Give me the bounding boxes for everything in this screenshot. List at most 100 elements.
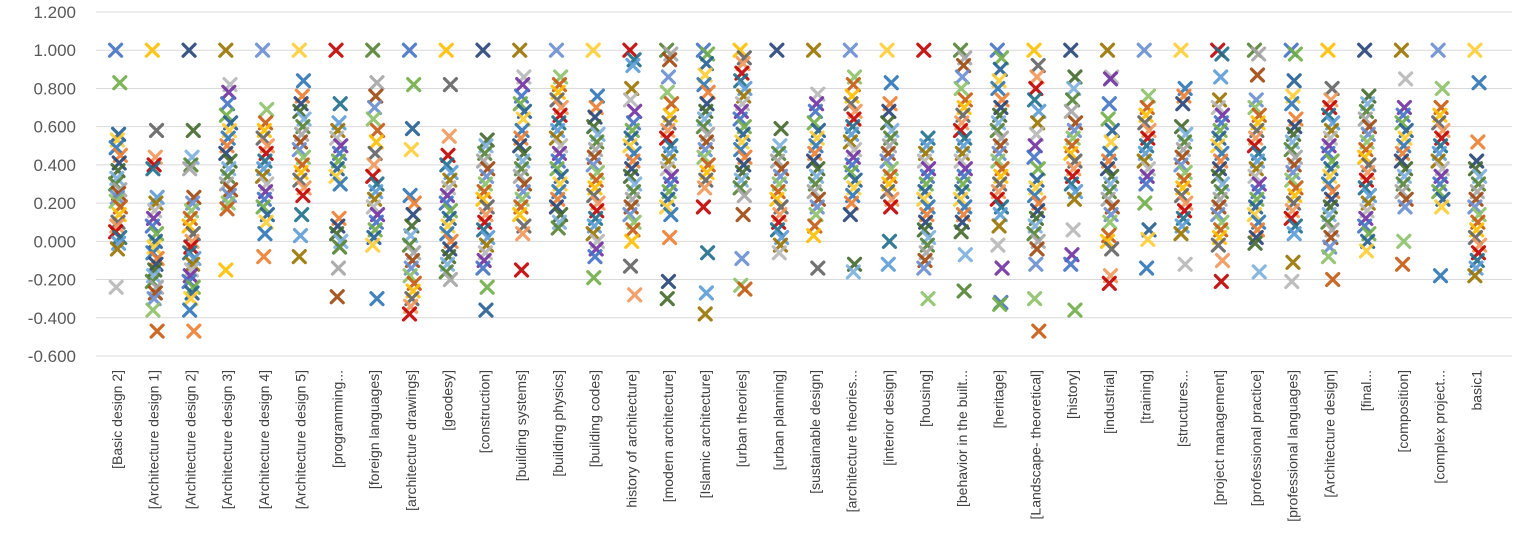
data-point-x-marker bbox=[1103, 134, 1119, 150]
data-point-x-marker bbox=[1028, 80, 1044, 97]
data-point-x-marker bbox=[512, 138, 528, 154]
data-point-x-marker bbox=[699, 245, 716, 261]
data-point-x-marker bbox=[953, 80, 969, 97]
x-tick-label: [architecture drawings] bbox=[403, 370, 419, 511]
data-point-x-marker bbox=[366, 157, 382, 173]
data-point-x-marker bbox=[369, 122, 386, 139]
data-point-x-marker bbox=[365, 42, 381, 58]
data-point-x-marker bbox=[700, 84, 716, 100]
data-point-x-marker bbox=[771, 245, 787, 261]
data-point-x-marker bbox=[1320, 145, 1336, 162]
data-point-x-marker bbox=[439, 226, 455, 242]
data-point-x-marker bbox=[365, 111, 381, 127]
data-point-x-marker bbox=[586, 187, 602, 204]
data-point-x-marker bbox=[622, 258, 639, 274]
data-point-x-marker bbox=[479, 279, 495, 295]
data-point-x-marker bbox=[401, 306, 418, 322]
data-point-x-marker bbox=[402, 187, 418, 204]
data-point-x-marker bbox=[1430, 153, 1446, 169]
data-point-x-marker bbox=[144, 42, 160, 58]
data-point-x-marker bbox=[1320, 176, 1337, 192]
data-point-x-marker bbox=[1283, 142, 1299, 158]
data-point-x-marker bbox=[1063, 176, 1079, 192]
data-point-x-marker bbox=[1210, 168, 1226, 184]
data-point-x-marker bbox=[406, 77, 422, 93]
data-point-x-marker bbox=[254, 168, 271, 184]
data-point-x-marker bbox=[1431, 184, 1447, 200]
data-point-x-marker bbox=[1027, 92, 1043, 108]
data-point-x-marker bbox=[1137, 195, 1153, 211]
data-point-x-marker bbox=[149, 323, 165, 339]
data-point-x-marker bbox=[256, 249, 272, 265]
data-point-x-marker bbox=[1214, 252, 1231, 269]
data-point-x-marker bbox=[957, 247, 973, 263]
data-point-x-marker bbox=[146, 291, 162, 307]
data-point-x-marker bbox=[1031, 103, 1047, 119]
data-point-x-marker bbox=[1028, 256, 1044, 272]
data-point-x-marker bbox=[1467, 229, 1484, 246]
data-point-x-marker bbox=[916, 153, 933, 169]
data-point-x-marker bbox=[989, 122, 1005, 139]
data-point-x-marker bbox=[185, 122, 201, 139]
data-point-x-marker bbox=[1471, 75, 1487, 91]
data-point-x-marker bbox=[663, 96, 680, 112]
data-point-x-marker bbox=[1394, 184, 1410, 200]
data-point-x-marker bbox=[1099, 233, 1116, 249]
data-point-x-marker bbox=[1470, 134, 1486, 150]
data-point-x-marker bbox=[218, 145, 234, 162]
y-tick-label: 0.400 bbox=[33, 156, 76, 175]
data-point-x-marker bbox=[662, 229, 678, 246]
data-point-x-marker bbox=[182, 302, 198, 318]
data-point-x-marker bbox=[404, 120, 421, 137]
data-point-x-marker bbox=[1029, 241, 1045, 257]
data-point-x-marker bbox=[294, 206, 310, 223]
data-point-x-marker bbox=[1247, 235, 1263, 251]
data-point-x-marker bbox=[622, 138, 638, 154]
data-point-x-marker bbox=[1065, 222, 1081, 238]
data-point-x-marker bbox=[292, 103, 308, 119]
data-point-x-marker bbox=[402, 268, 418, 284]
data-point-x-marker bbox=[842, 134, 858, 150]
data-point-x-marker bbox=[1214, 46, 1230, 62]
data-point-x-marker bbox=[292, 228, 309, 244]
data-point-x-marker bbox=[1029, 69, 1045, 85]
data-point-x-marker bbox=[1467, 199, 1483, 215]
data-point-x-marker bbox=[1357, 42, 1373, 58]
data-point-x-marker bbox=[1139, 260, 1155, 276]
data-point-x-marker bbox=[733, 142, 749, 158]
data-point-x-marker bbox=[1397, 71, 1414, 87]
data-point-x-marker bbox=[365, 168, 381, 184]
data-point-x-marker bbox=[624, 233, 640, 249]
data-point-x-marker bbox=[548, 42, 565, 58]
data-point-x-marker bbox=[585, 42, 601, 58]
data-point-x-marker bbox=[880, 256, 896, 272]
data-point-x-marker bbox=[769, 42, 785, 58]
data-point-x-marker bbox=[475, 222, 492, 238]
data-point-x-marker bbox=[442, 77, 459, 93]
data-point-x-marker bbox=[808, 206, 824, 223]
data-point-x-marker bbox=[989, 42, 1005, 58]
data-point-x-marker bbox=[1031, 323, 1047, 339]
data-point-x-marker bbox=[255, 130, 271, 146]
data-point-x-marker bbox=[659, 161, 675, 177]
data-point-x-marker bbox=[145, 302, 161, 318]
data-point-x-marker bbox=[1026, 149, 1042, 165]
data-point-x-marker bbox=[990, 80, 1006, 97]
data-point-x-marker bbox=[475, 42, 491, 58]
data-point-x-marker bbox=[1432, 268, 1449, 284]
data-point-x-marker bbox=[622, 206, 638, 223]
x-tick-label: [training] bbox=[1138, 370, 1154, 424]
data-point-x-marker bbox=[1101, 96, 1117, 112]
data-point-x-marker bbox=[1173, 157, 1189, 173]
x-tick-label: [professional languages] bbox=[1285, 370, 1301, 522]
data-point-x-marker bbox=[1066, 191, 1082, 207]
data-point-x-marker bbox=[586, 119, 602, 135]
data-point-x-marker bbox=[219, 201, 235, 217]
data-point-x-marker bbox=[695, 119, 711, 135]
data-point-x-marker bbox=[1251, 264, 1267, 280]
data-point-x-marker bbox=[659, 199, 675, 215]
data-point-x-marker bbox=[183, 157, 199, 173]
data-point-x-marker bbox=[295, 187, 311, 204]
data-point-x-marker bbox=[441, 128, 457, 144]
data-point-x-marker bbox=[1100, 191, 1116, 207]
